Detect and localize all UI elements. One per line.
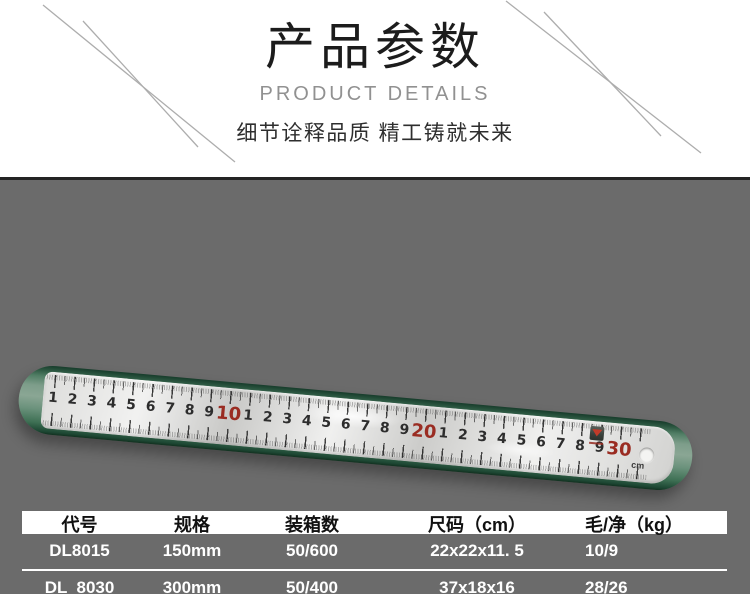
page-subtitle: PRODUCT DETAILS (259, 83, 491, 105)
table-cell: 150mm (162, 541, 222, 561)
table-rows: DL8015 150mm 50/600 22x22x11. 5 10/9 DL 8030 3… (22, 534, 727, 594)
header-text-block: 产品参数 PRODUCT DETAILS 细节诠释品质 精工铸就未来 (0, 0, 750, 147)
header-section: 产品参数 PRODUCT DETAILS 细节诠释品质 精工铸就未来 (0, 0, 750, 177)
ruler-scale-number: 1 (47, 389, 59, 407)
ruler-scale-number: 9 (398, 421, 410, 439)
ruler-scale-number: 3 (281, 411, 293, 428)
ruler-scale-number: 10 (215, 402, 243, 426)
ruler-case: 1 2 3 4 5 6 7 8 9 10 1 2 3 4 5 6 7 8 9 20 1 2 3 4 5 6 7 8 9 30 cm (15, 363, 696, 493)
table-row: DL 8030 300mm 50/400 37x18x16 28/26 (22, 571, 727, 594)
ruler-scale-number: 1 (437, 425, 449, 443)
product-panel: 1 2 3 4 5 6 7 8 9 10 1 2 3 4 5 6 7 8 9 20 1 2 3 4 5 6 7 8 9 30 cm 代号 … (0, 177, 750, 594)
ruler-scale-number: 5 (125, 396, 137, 414)
ruler-scale-number: 2 (66, 391, 79, 409)
spec-table: 代号 规格 装箱数 尺码（cm） 毛/净（kg） DL8015 150mm 50/6… (22, 511, 727, 594)
ruler-scale-number: 7 (164, 400, 176, 418)
table-cell: 28/26 (585, 577, 628, 594)
ruler-scale-number: 8 (574, 437, 586, 455)
column-header-code: 代号 (61, 515, 98, 535)
column-header-size: 尺码（cm） (427, 515, 526, 535)
table-cell: 50/400 (286, 577, 338, 594)
ruler-scale-number: 9 (203, 403, 215, 421)
ruler-scale-number: 6 (535, 434, 547, 451)
ruler-scale-number: 3 (86, 393, 98, 411)
ruler-scale-number: 5 (320, 414, 332, 432)
ruler-photo: 1 2 3 4 5 6 7 8 9 10 1 2 3 4 5 6 7 8 9 20 1 2 3 4 5 6 7 8 9 30 cm (15, 363, 696, 493)
ruler-scale-number: 1 (242, 407, 254, 425)
ruler-scale-number: 7 (554, 435, 567, 453)
ruler-scale-number: 4 (496, 430, 508, 448)
ruler-scale-number: 3 (476, 428, 488, 446)
brand-logo-icon (589, 425, 605, 442)
column-header-packing: 装箱数 (285, 515, 339, 535)
table-cell: 37x18x16 (439, 577, 515, 594)
column-header-weight: 毛/净（kg） (585, 515, 684, 535)
ruler-scale-number: 2 (262, 409, 274, 427)
ruler-unit-label: cm (630, 459, 645, 472)
ruler-scale-number: 8 (183, 402, 196, 420)
spec-table-header: 代号 规格 装箱数 尺码（cm） 毛/净（kg） (22, 511, 727, 535)
ruler-scale-number: 2 (457, 427, 469, 444)
ruler-scale-number: 4 (301, 412, 313, 430)
ruler-scale-number: 8 (379, 419, 391, 437)
ruler-scale-number: 20 (410, 420, 438, 444)
table-cell: DL 8030 (44, 577, 115, 594)
column-header-spec: 规格 (174, 515, 210, 535)
table-cell: 10/9 (585, 541, 619, 561)
ruler-scale-number: 6 (340, 416, 352, 434)
ruler-scale-number: 5 (515, 432, 527, 450)
table-cell: 50/600 (286, 541, 338, 561)
ruler-scale-number: 7 (359, 418, 371, 435)
ruler-scale-number: 6 (144, 398, 157, 416)
ruler-metal: 1 2 3 4 5 6 7 8 9 10 1 2 3 4 5 6 7 8 9 20 1 2 3 4 5 6 7 8 9 30 cm (40, 371, 677, 486)
ruler-scale-number: 30 (605, 438, 633, 462)
table-row: DL8015 150mm 50/600 22x22x11. 5 10/9 (22, 534, 727, 571)
page-title: 产品参数 (265, 19, 485, 75)
table-cell: 22x22x11. 5 (430, 541, 524, 561)
ruler-scale-numbers: 1 2 3 4 5 6 7 8 9 10 1 2 3 4 5 6 7 8 9 20 1 2 3 4 5 6 7 8 9 30 (40, 371, 677, 485)
page-tagline: 细节诠释品质 精工铸就未来 (236, 122, 514, 145)
table-cell: 300mm (162, 577, 222, 594)
table-cell: DL8015 (49, 541, 110, 561)
ruler-scale-number: 4 (105, 395, 118, 412)
